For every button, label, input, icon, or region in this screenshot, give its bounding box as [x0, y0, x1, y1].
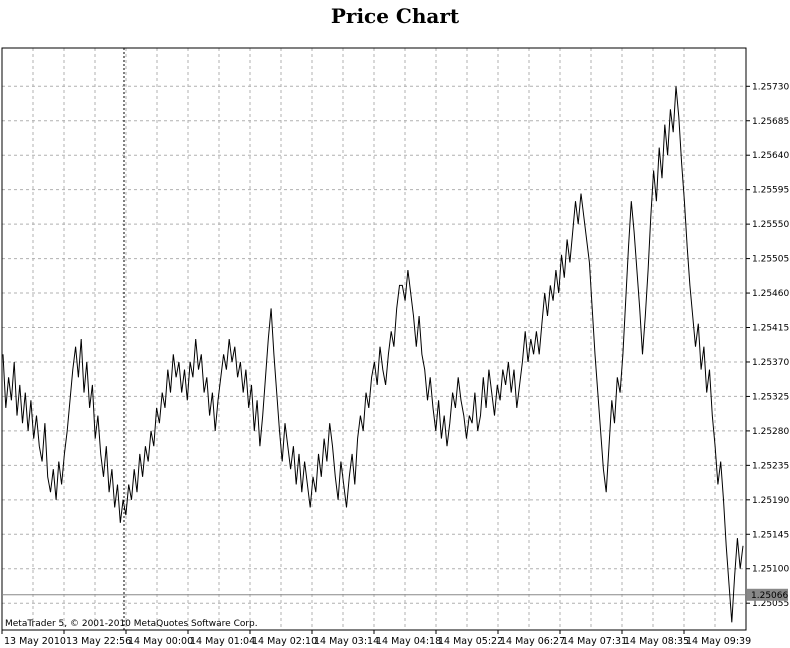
y-tick-label: 1.25280: [752, 427, 789, 437]
chart-title: Price Chart: [330, 4, 460, 28]
x-tick-label: 14 May 05:22: [438, 636, 503, 647]
y-tick-label: 1.25460: [752, 289, 789, 299]
x-tick-label: 14 May 03:14: [314, 636, 379, 647]
y-tick-label: 1.25685: [752, 117, 789, 127]
x-tick-label: 14 May 06:27: [500, 636, 565, 647]
y-tick-label: 1.25730: [752, 82, 789, 92]
x-tick-label: 13 May 22:56: [66, 636, 131, 647]
x-tick-label: 14 May 00:00: [128, 636, 193, 647]
x-tick-label: 14 May 01:04: [190, 636, 255, 647]
y-tick-label: 1.25505: [752, 255, 789, 265]
y-tick-label: 1.25235: [752, 461, 789, 471]
y-axis-ticks: 1.25730 1.25685 1.25640 1.25595 1.25550 1.255…: [746, 82, 789, 609]
y-tick-label: 1.25055: [752, 599, 789, 609]
x-tick-label: 14 May 02:10: [252, 636, 317, 647]
price-series-line: [2, 86, 744, 623]
y-tick-label: 1.25100: [752, 565, 789, 575]
y-tick-label: 1.25550: [752, 220, 789, 230]
x-tick-label: 13 May 2010: [4, 636, 66, 647]
current-price-label: 1.25066: [751, 591, 788, 601]
x-tick-label: 14 May 09:39: [686, 636, 751, 647]
x-tick-label: 14 May 04:18: [376, 636, 441, 647]
current-price-badge: [747, 588, 788, 601]
copyright-text: MetaTrader 5, © 2001-2010 MetaQuotes Sof…: [5, 619, 258, 629]
x-tick-label: 14 May 08:35: [624, 636, 689, 647]
y-tick-label: 1.25370: [752, 358, 789, 368]
y-tick-label: 1.25190: [752, 496, 789, 506]
y-tick-label: 1.25415: [752, 324, 789, 334]
y-tick-label: 1.25640: [752, 151, 789, 161]
y-tick-label: 1.25595: [752, 186, 789, 196]
y-tick-label: 1.25325: [752, 392, 789, 402]
x-tick-label: 14 May 07:31: [562, 636, 627, 647]
y-tick-label: 1.25145: [752, 530, 789, 540]
grid: [2, 48, 746, 630]
